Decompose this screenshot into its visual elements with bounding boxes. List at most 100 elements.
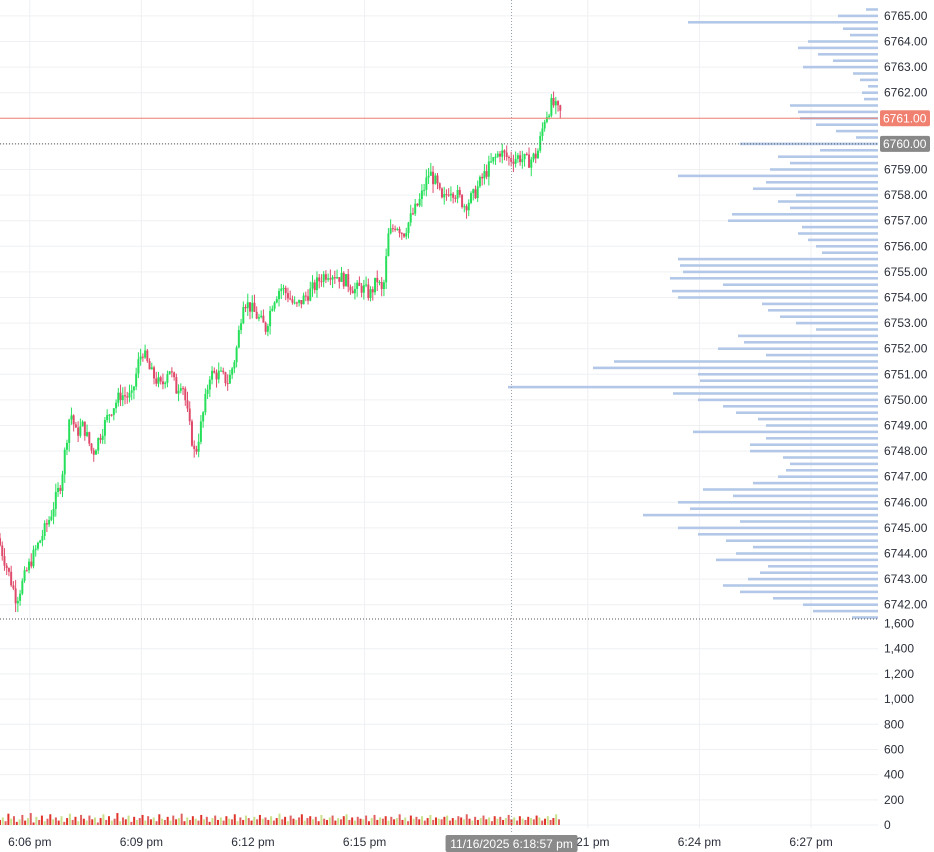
candle-body (188, 408, 191, 422)
price-tick-label: 6756.00 (884, 239, 928, 253)
volume-bar (24, 820, 27, 825)
price-tick-label: 6751.00 (884, 367, 928, 381)
profile-bar (808, 40, 878, 43)
candle-body (369, 289, 372, 298)
candle-body (12, 585, 15, 589)
volume-bar (376, 819, 379, 825)
candle-body (327, 278, 330, 280)
candle-body (77, 427, 80, 436)
volume-bar (108, 816, 111, 825)
volume-tick-label: 1,000 (884, 692, 914, 706)
candle-body (548, 115, 551, 118)
volume-bar (557, 819, 560, 825)
candle-body (336, 277, 339, 279)
time-tick-label: 6:06 pm (8, 835, 51, 849)
volume-bar (214, 815, 217, 825)
volume-bar (38, 819, 41, 825)
candle-body (443, 194, 446, 198)
candle-body (97, 438, 100, 451)
candle-body (1, 545, 4, 557)
profile-bar (703, 488, 878, 491)
time-tick-label: 6:09 pm (120, 835, 163, 849)
candle-body (286, 293, 289, 299)
candle-body (90, 443, 93, 451)
candle-body (204, 393, 207, 413)
volume-bar (197, 820, 200, 825)
volume-bar (29, 813, 32, 825)
profile-bar (614, 360, 878, 363)
candle-body (382, 282, 385, 289)
profile-bar (853, 72, 878, 75)
volume-bar (135, 819, 138, 825)
candle-body (86, 432, 89, 436)
volume-bar (370, 818, 373, 825)
price-tick-label: 6752.00 (884, 342, 928, 356)
volume-bar (421, 816, 424, 825)
candle-body (514, 158, 517, 164)
volume-bar (516, 820, 519, 825)
candle-body (324, 274, 327, 280)
volume-bar (429, 814, 432, 825)
candle-body (338, 277, 341, 282)
candle-body (59, 487, 62, 491)
candle-body (57, 487, 60, 492)
profile-bar (766, 181, 878, 184)
profile-bar (738, 334, 878, 338)
volume-bar (538, 817, 541, 825)
volume-bar (96, 822, 99, 825)
volume-bar (43, 821, 46, 825)
candle-body (155, 378, 158, 384)
profile-bar (758, 417, 878, 421)
profile-bar (820, 149, 878, 152)
candle-body (407, 222, 410, 234)
candle-body (425, 177, 428, 190)
candle-body (469, 193, 472, 203)
volume-bar (21, 814, 24, 825)
profile-bar (718, 347, 878, 350)
volume-bar (264, 817, 267, 825)
volume-bar (270, 816, 273, 825)
volume-bar (12, 816, 15, 825)
candle-body (108, 414, 111, 416)
volume-bar (155, 821, 158, 825)
candle-body (487, 161, 490, 177)
volume-bar (437, 818, 440, 825)
profile-bar (716, 558, 878, 562)
candle-body (387, 233, 390, 257)
volume-tick-label: 400 (884, 768, 904, 782)
candle-body (420, 190, 423, 200)
volume-bar (147, 816, 150, 825)
volume-bar (26, 818, 29, 825)
candle-body (48, 520, 51, 525)
volume-bar (286, 821, 289, 825)
candle-body (499, 153, 502, 157)
volume-bar (18, 819, 21, 825)
profile-bar (753, 545, 878, 549)
candle-body (253, 302, 256, 312)
volume-bar (0, 819, 1, 825)
volume-bar (390, 816, 393, 825)
candle-body (315, 277, 318, 291)
profile-bar (796, 321, 878, 325)
price-axis[interactable]: 6765.00 6764.00 6763.00 6762.00 6759.00 6758.… (884, 9, 928, 612)
profile-bar (678, 501, 878, 504)
volume-bar (32, 822, 35, 825)
volume-bar (381, 818, 384, 825)
volume-bar (46, 818, 49, 825)
volume-bar (60, 816, 63, 825)
volume-bar (448, 820, 451, 825)
candle-body (208, 379, 211, 390)
volume-tick-label: 1,200 (884, 667, 914, 681)
volume-tick-label: 800 (884, 717, 904, 731)
candle-body (79, 426, 82, 436)
candle-body (365, 284, 368, 286)
volume-bar (490, 821, 493, 825)
profile-bar (766, 353, 878, 357)
volume-bar (507, 814, 510, 825)
candle-body (318, 277, 321, 282)
candle-body (21, 580, 24, 594)
profile-bar (866, 8, 878, 11)
candle-body (329, 278, 332, 280)
volume-bar (244, 815, 247, 825)
